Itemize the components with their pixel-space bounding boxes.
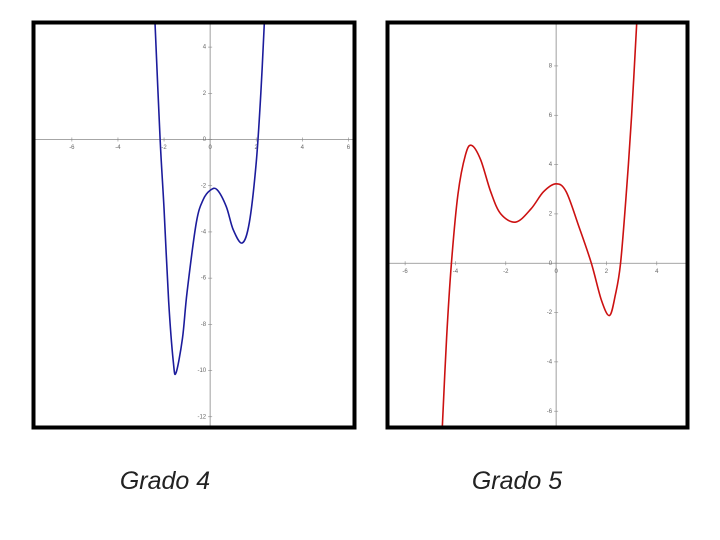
chart-title: Grado 5: [472, 467, 562, 495]
y-tick-label: -10: [197, 368, 206, 374]
x-tick-label: 4: [301, 145, 305, 151]
curve: [154, 24, 266, 376]
x-tick-label: 2: [255, 145, 259, 151]
x-tick-label: -2: [503, 269, 509, 275]
y-tick-label: -6: [547, 409, 553, 415]
y-tick-label: 4: [549, 162, 553, 168]
y-tick-label: -4: [547, 359, 553, 365]
y-tick-label: 0: [549, 261, 553, 267]
frame: [31, 20, 357, 430]
curve: [441, 24, 638, 426]
y-tick-label: -12: [197, 414, 206, 420]
y-tick-label: 4: [203, 45, 207, 51]
x-tick-label: -4: [115, 145, 121, 151]
y-tick-label: -8: [201, 322, 207, 328]
x-tick-label: 6: [347, 145, 351, 151]
y-tick-label: 2: [549, 211, 553, 217]
y-tick-label: -4: [201, 230, 207, 236]
x-tick-label: -4: [453, 269, 459, 275]
x-tick-label: -6: [69, 145, 75, 151]
x-tick-label: -2: [161, 145, 167, 151]
y-tick-label: 8: [549, 64, 553, 70]
plot: -6 -4 -2 0 2 4 6 4 2 0 -2 -4 -6 -8 -10 -12: [35, 24, 353, 426]
y-tick-label: -2: [547, 310, 553, 316]
frame: [385, 20, 690, 430]
plot: -6 -4 -2 0 2 4 8 6 4 2 0 -2 -4 -6: [389, 24, 686, 426]
y-tick-label: 0: [203, 137, 207, 143]
x-tick-label: 2: [605, 269, 609, 275]
y-tick-label: -6: [201, 276, 207, 282]
x-tick-label: 0: [554, 269, 558, 275]
x-tick-label: -6: [402, 269, 408, 275]
y-tick-label: 2: [203, 91, 207, 97]
chart-title: Grado 4: [120, 467, 210, 495]
x-tick-label: 4: [655, 269, 659, 275]
x-tick-label: 0: [208, 145, 212, 151]
y-tick-label: -2: [201, 183, 207, 189]
y-tick-label: 6: [549, 113, 553, 119]
